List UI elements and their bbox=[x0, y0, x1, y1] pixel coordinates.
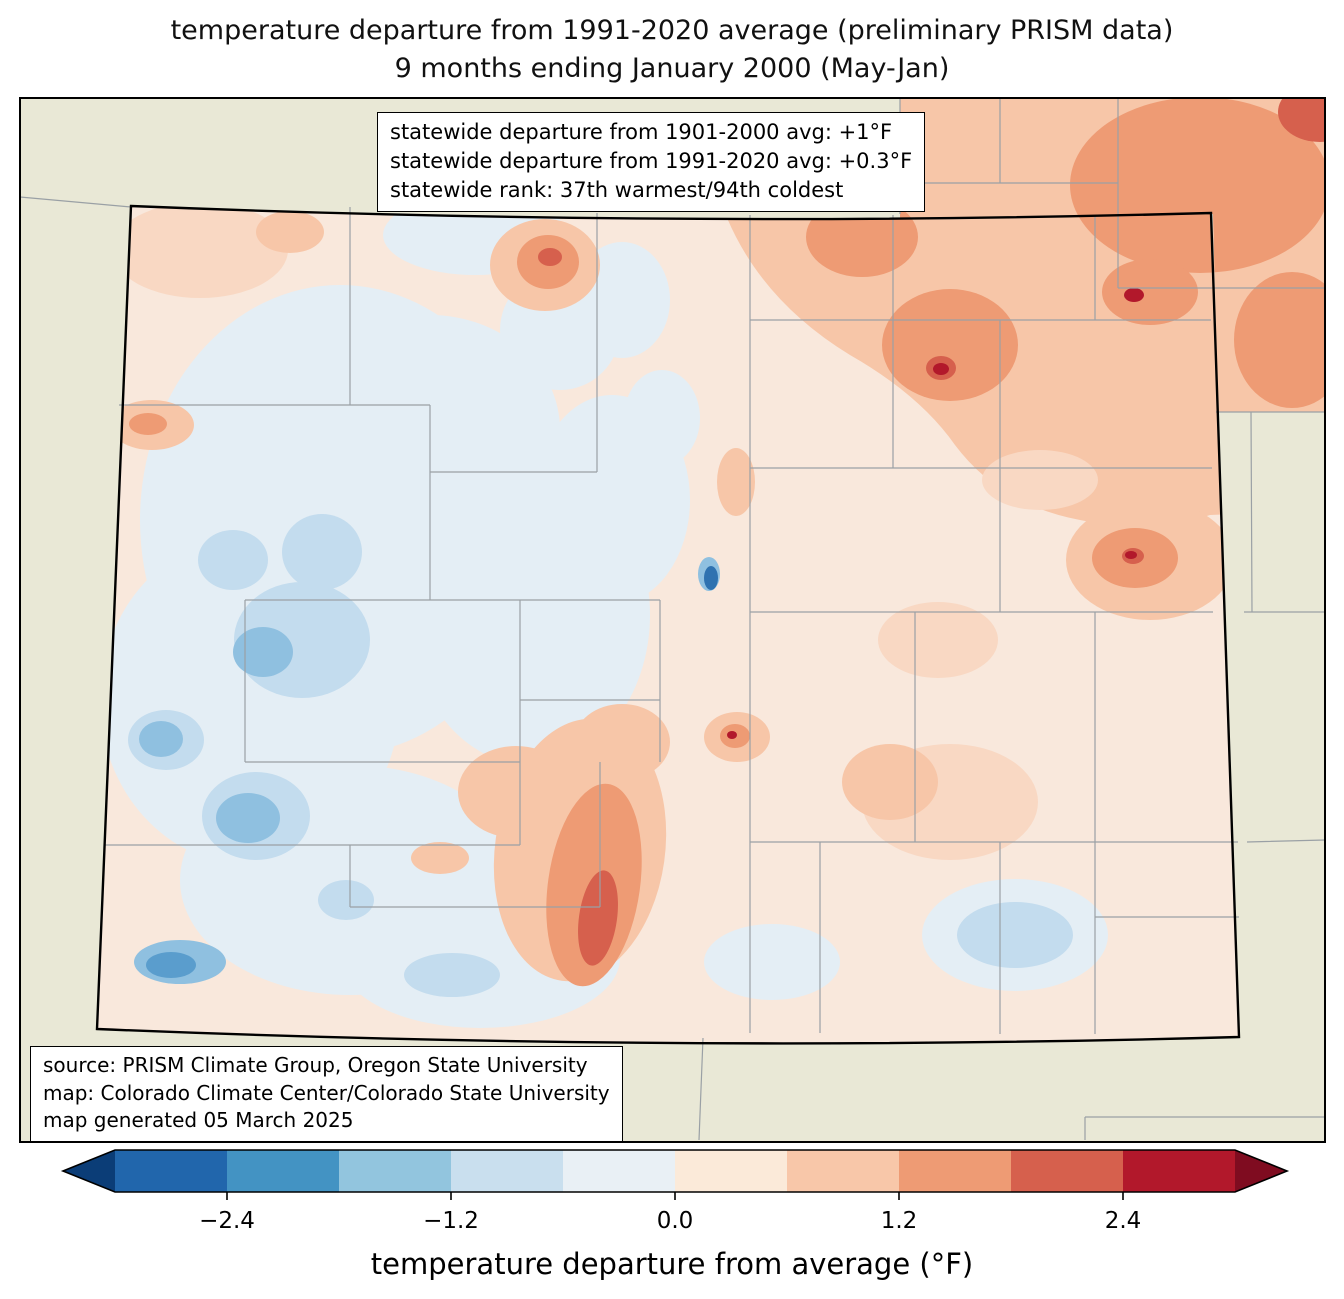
colorbar-tick-label: −1.2 bbox=[423, 1208, 479, 1234]
colorbar-tick-marks bbox=[226, 1192, 1124, 1200]
colorbar-over-arrow bbox=[1235, 1150, 1287, 1192]
figure-title-line1: temperature departure from 1991-2020 ave… bbox=[170, 15, 1174, 46]
axes-frame bbox=[19, 97, 1326, 1143]
colorbar-outline bbox=[60, 1149, 1290, 1193]
stats-line-rank: statewide rank: 37th warmest/94th coldes… bbox=[390, 177, 844, 202]
colorbar-segment bbox=[115, 1150, 228, 1192]
generated-date-line: map generated 05 March 2025 bbox=[43, 1108, 354, 1133]
colorbar-segment bbox=[1123, 1150, 1235, 1192]
source-attribution-box: source: PRISM Climate Group, Oregon Stat… bbox=[30, 1046, 623, 1142]
colorbar-segment bbox=[675, 1150, 788, 1192]
colorbar-segment bbox=[451, 1150, 564, 1192]
anomaly-field bbox=[97, 98, 1325, 1044]
figure-title-line2: 9 months ending January 2000 (May-Jan) bbox=[394, 53, 950, 84]
anomaly-extreme-warm bbox=[727, 288, 1144, 739]
colorbar-tick-label: 1.2 bbox=[881, 1208, 918, 1234]
colorbar: −2.4 −1.2 0.0 1.2 2.4 temperature depart… bbox=[60, 1149, 1290, 1281]
colorbar-under-arrow bbox=[63, 1150, 115, 1192]
colorbar-tick-label: −2.4 bbox=[199, 1208, 255, 1234]
anomaly-cool bbox=[134, 557, 720, 984]
statewide-stats-box: statewide departure from 1901-2000 avg: … bbox=[377, 112, 926, 212]
colorbar-segment bbox=[339, 1150, 452, 1192]
map-credit-line: map: Colorado Climate Center/Colorado St… bbox=[43, 1080, 610, 1105]
colorbar-segment bbox=[1011, 1150, 1124, 1192]
state-border-colorado bbox=[95, 204, 1241, 1045]
county-borders bbox=[104, 207, 1239, 1034]
colorbar-tick-label: 2.4 bbox=[1105, 1208, 1142, 1234]
colorbar-tick-label: 0.0 bbox=[657, 1208, 694, 1234]
colorbar-segment bbox=[563, 1150, 676, 1192]
colorbar-axis-label: temperature departure from average (°F) bbox=[371, 1247, 973, 1281]
colorbar-segment bbox=[227, 1150, 340, 1192]
stats-line-1991-2020: statewide departure from 1991-2020 avg: … bbox=[390, 148, 913, 173]
colorbar-segment bbox=[787, 1150, 900, 1192]
source-line: source: PRISM Climate Group, Oregon Stat… bbox=[43, 1053, 588, 1077]
anomaly-strong-cool bbox=[146, 566, 718, 978]
colorbar-segment bbox=[899, 1150, 1012, 1192]
stats-line-1901-2000: statewide departure from 1901-2000 avg: … bbox=[390, 120, 893, 144]
anomaly-warm bbox=[129, 98, 1325, 987]
